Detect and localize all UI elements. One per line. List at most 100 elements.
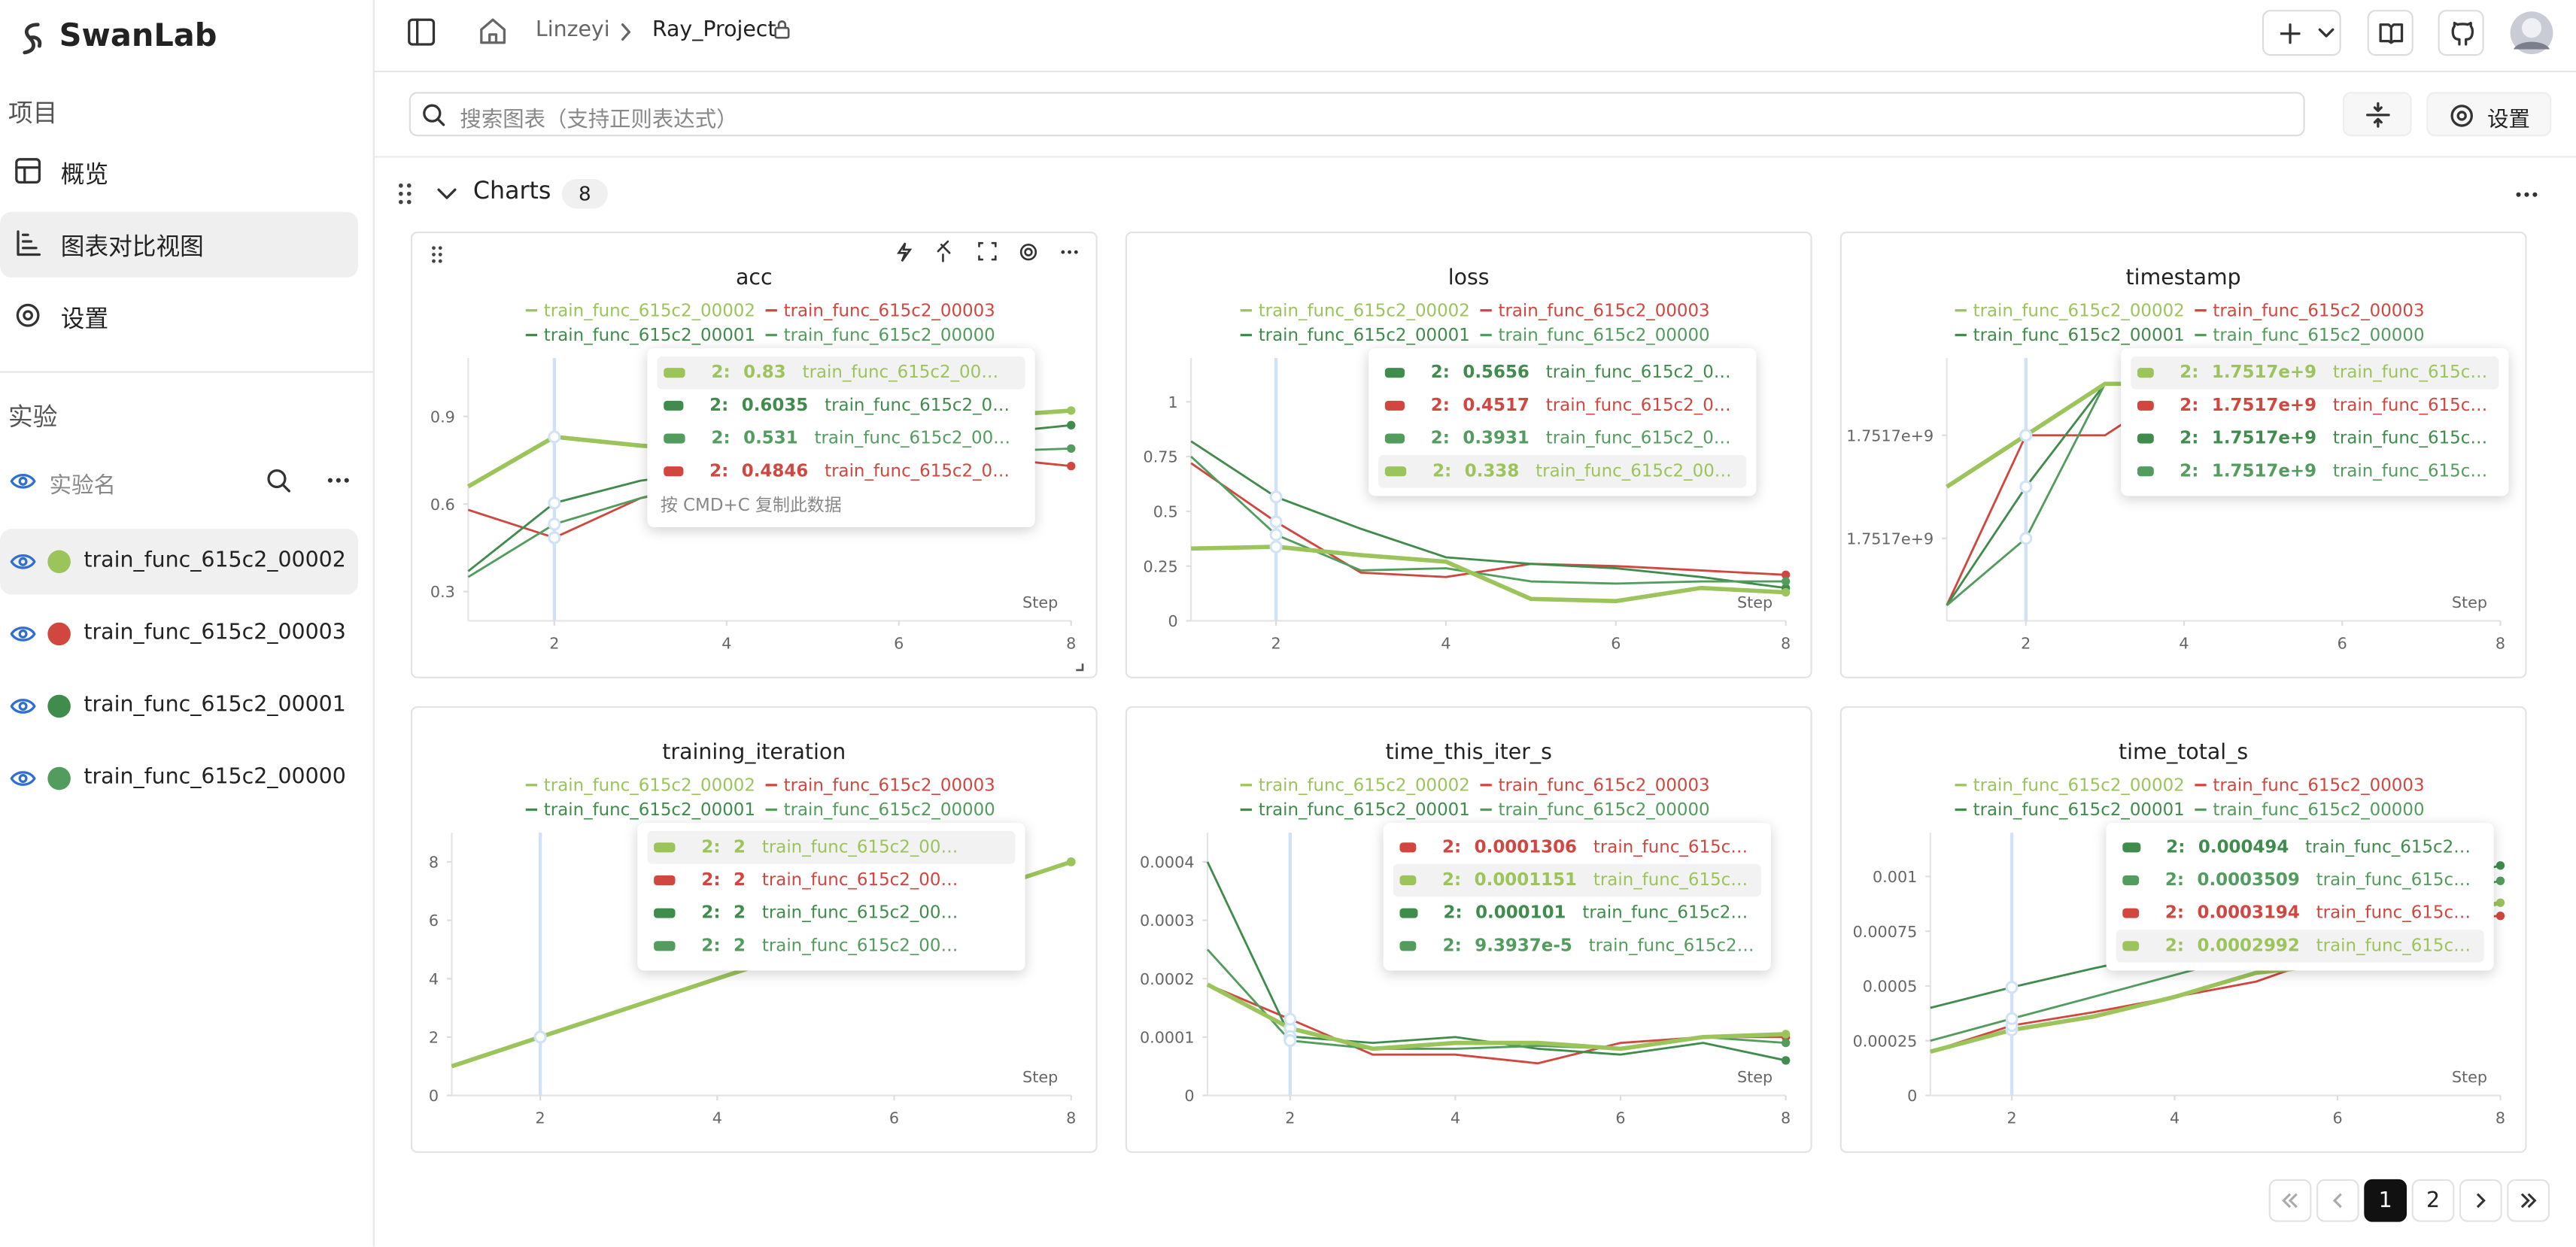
page-arrow[interactable] bbox=[2316, 1179, 2359, 1222]
chart-search[interactable]: 搜索图表（支持正则表达式） bbox=[409, 92, 2305, 137]
y-tick-label: 6 bbox=[429, 912, 439, 930]
tooltip-step: 2: bbox=[1443, 903, 1463, 924]
page-button[interactable]: 1 bbox=[2364, 1179, 2407, 1222]
tooltip-swatch bbox=[654, 941, 676, 951]
tooltip: 2: 0.83 train_func_615c2_00002 2: 0.6035 trai… bbox=[647, 347, 1035, 527]
collapse-button[interactable] bbox=[2342, 92, 2412, 137]
eye-icon[interactable] bbox=[10, 767, 36, 790]
toolbar-icon[interactable] bbox=[432, 253, 436, 256]
eye-icon[interactable] bbox=[10, 551, 36, 574]
search-icon[interactable] bbox=[266, 468, 291, 493]
y-tick-label: 1.7517e+9 bbox=[1846, 426, 1934, 444]
nav-item[interactable]: 设置 bbox=[0, 284, 358, 350]
toolbar-icon[interactable] bbox=[1068, 250, 1071, 254]
legend-label: train_func_615c2_00003 bbox=[1499, 301, 1710, 320]
toolbar-icon[interactable] bbox=[438, 259, 442, 263]
series-line bbox=[1190, 440, 1786, 590]
toolbar-icon[interactable] bbox=[897, 240, 1037, 262]
toolbar-icon[interactable] bbox=[1076, 663, 1084, 672]
eye-icon[interactable] bbox=[10, 470, 36, 493]
tooltip-swatch bbox=[1399, 842, 1417, 853]
toolbar-icon[interactable] bbox=[1024, 247, 1033, 256]
legend-label: train_func_615c2_00001 bbox=[544, 800, 755, 820]
x-tick-label: 6 bbox=[889, 1109, 899, 1127]
y-tick-label: 0.0001 bbox=[1140, 1029, 1195, 1047]
nav-label: 图表对比视图 bbox=[60, 235, 204, 262]
toolbar-icon[interactable] bbox=[1074, 250, 1078, 254]
x-tick-label: 8 bbox=[1781, 635, 1791, 653]
hover-point bbox=[2005, 1012, 2019, 1025]
breadcrumb[interactable]: Ray_Project bbox=[652, 18, 776, 43]
eye-icon[interactable] bbox=[10, 623, 36, 646]
sidebar-toggle[interactable] bbox=[408, 18, 436, 46]
tooltip-swatch bbox=[1384, 368, 1405, 378]
toolbar-icon[interactable] bbox=[1061, 250, 1078, 254]
tooltip-row: 2: 0.6035 train_func_615c2_00001 bbox=[657, 390, 1025, 423]
page-arrow[interactable] bbox=[2459, 1179, 2502, 1222]
hover-point bbox=[2019, 429, 2033, 442]
legend-label: train_func_615c2_00002 bbox=[544, 775, 755, 795]
tooltip-step: 2: bbox=[2164, 936, 2185, 956]
hover-point bbox=[2019, 532, 2033, 545]
tooltip-value: 0.000101 bbox=[1475, 903, 1566, 924]
collapse-chevron[interactable] bbox=[437, 187, 457, 200]
toolbar-icon[interactable] bbox=[432, 259, 436, 263]
toolbar-icon[interactable] bbox=[1061, 250, 1065, 254]
section-label: 实验 bbox=[8, 402, 58, 432]
tooltip-step: 2: bbox=[701, 837, 721, 857]
nav-item[interactable]: 图表对比视图 bbox=[0, 211, 359, 278]
page-arrow[interactable] bbox=[2507, 1179, 2550, 1222]
x-tick-label: 8 bbox=[1781, 1109, 1791, 1127]
tooltip-swatch bbox=[1384, 433, 1405, 444]
tooltip-value: 2 bbox=[734, 837, 746, 857]
settings-button[interactable]: 设置 bbox=[2426, 92, 2552, 137]
x-tick-label: 4 bbox=[712, 1109, 722, 1127]
chart-toolbar bbox=[432, 240, 1084, 672]
y-tick-label: 8 bbox=[429, 854, 439, 872]
tooltip-name: train_func_615c2_00002 bbox=[802, 363, 1000, 383]
toolbar-icon[interactable] bbox=[1019, 244, 1037, 261]
tooltip-value: 2 bbox=[734, 936, 746, 956]
end-point bbox=[1067, 461, 1076, 471]
tooltip-swatch bbox=[2122, 842, 2140, 853]
docs-button[interactable] bbox=[2367, 10, 2413, 56]
toolbar-icon[interactable] bbox=[432, 246, 436, 250]
legend-label: train_func_615c2_00003 bbox=[784, 301, 995, 320]
add-button[interactable] bbox=[2262, 10, 2341, 56]
experiment-item[interactable]: train_func_615c2_00002 bbox=[0, 529, 359, 595]
y-tick-label: 2 bbox=[429, 1029, 439, 1047]
x-axis-label: Step bbox=[1737, 593, 1773, 611]
tooltip-row: 2: 0.531 train_func_615c2_00000 bbox=[657, 422, 1025, 455]
nav-item[interactable]: 概览 bbox=[0, 140, 358, 205]
experiment-item[interactable]: train_func_615c2_00003 bbox=[0, 601, 358, 666]
toolbar-icon[interactable] bbox=[978, 241, 997, 261]
tooltip-swatch bbox=[1399, 941, 1417, 951]
search-placeholder[interactable]: 实验名 bbox=[49, 472, 116, 499]
page-arrow[interactable] bbox=[2268, 1179, 2312, 1222]
y-tick-label: 1.7517e+9 bbox=[1846, 529, 1934, 548]
drag-handle[interactable] bbox=[397, 182, 412, 205]
experiment-item[interactable]: train_func_615c2_00000 bbox=[0, 745, 358, 811]
legend-label: train_func_615c2_00000 bbox=[1499, 326, 1710, 345]
tooltip-row: 2: 1.7517e+9 train_func_615c2_00002 bbox=[2131, 356, 2499, 390]
breadcrumb[interactable]: Linzeyi bbox=[535, 18, 610, 43]
toolbar-icon[interactable] bbox=[937, 240, 951, 262]
home-icon[interactable] bbox=[478, 17, 507, 46]
toolbar-icon[interactable] bbox=[438, 246, 442, 250]
page-button[interactable]: 2 bbox=[2411, 1179, 2455, 1222]
github-button[interactable] bbox=[2438, 10, 2484, 56]
toolbar-icon[interactable] bbox=[432, 246, 442, 263]
tooltip-name: train_func_615c2_00000 bbox=[1588, 936, 1755, 956]
toolbar-icon[interactable] bbox=[438, 253, 442, 256]
end-point bbox=[1781, 587, 1791, 597]
tooltip-step: 2: bbox=[2180, 396, 2199, 416]
avatar[interactable] bbox=[2508, 10, 2554, 56]
toolbar-icon[interactable] bbox=[897, 242, 913, 262]
more-icon[interactable] bbox=[327, 476, 351, 484]
nav-label: 概览 bbox=[60, 162, 109, 190]
more-icon[interactable] bbox=[2515, 190, 2538, 199]
experiment-item[interactable]: train_func_615c2_00001 bbox=[0, 673, 358, 739]
tooltip-name: train_func_615c2_00001 bbox=[1545, 363, 1740, 383]
eye-icon[interactable] bbox=[10, 695, 36, 718]
